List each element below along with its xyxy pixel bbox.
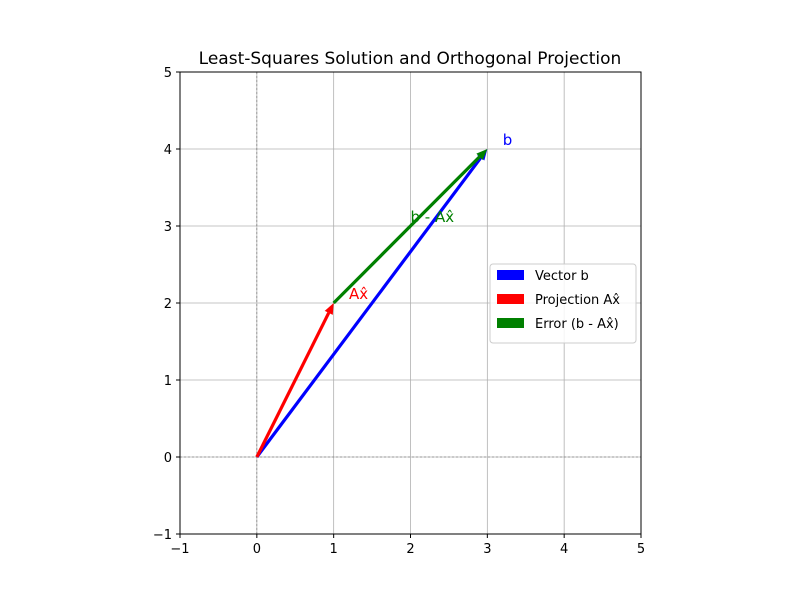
x-tick-label: 1	[330, 542, 338, 557]
x-tick-label: 0	[253, 542, 261, 557]
y-tick-label: −1	[153, 528, 172, 543]
legend-entry-0: Vector b	[535, 269, 589, 284]
vector-labels: b Ax̂ b - Ax̂	[349, 131, 512, 303]
legend-entry-1: Projection Ax̂	[535, 293, 620, 308]
vector-label-2: b - Ax̂	[411, 208, 455, 226]
x-tick-label: 4	[560, 542, 568, 557]
x-tick-label: 3	[483, 542, 491, 557]
x-tick-label: 5	[637, 542, 645, 557]
x-tick-label: −1	[170, 542, 189, 557]
legend-swatch-0	[497, 270, 524, 280]
vector-layer	[255, 149, 488, 458]
legend: Vector b Projection Ax̂ Error (b - Ax̂)	[489, 263, 637, 344]
y-tick-label: 0	[164, 451, 172, 466]
legend-swatch-2	[497, 318, 524, 328]
y-tick-label: 3	[164, 220, 172, 235]
vector-arrow-0	[255, 156, 483, 458]
y-tick-label: 5	[164, 66, 172, 81]
vector-label-0: b	[503, 131, 513, 149]
y-tick-label: 1	[164, 374, 172, 389]
vector-arrow-2	[332, 155, 481, 305]
legend-box	[489, 263, 637, 344]
axis-ticks: −1 0 1 2 3 4 5 −1 0 1 2 3 4 5	[153, 66, 645, 557]
vector-arrow-1	[255, 312, 331, 458]
legend-entry-2: Error (b - Ax̂)	[535, 317, 619, 332]
vector-arrowhead-1	[324, 303, 334, 315]
x-tick-label: 2	[406, 542, 414, 557]
legend-swatch-1	[497, 294, 524, 304]
vector-label-1: Ax̂	[349, 285, 368, 303]
y-tick-label: 2	[164, 297, 172, 312]
y-tick-label: 4	[164, 143, 172, 158]
chart-title: Least-Squares Solution and Orthogonal Pr…	[199, 49, 622, 69]
vector-arrowhead-2	[476, 149, 488, 160]
